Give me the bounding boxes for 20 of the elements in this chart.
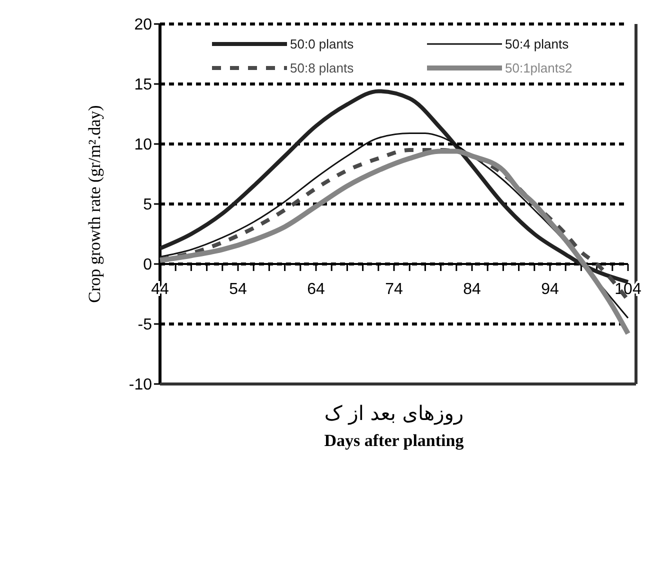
x-tick-label: 84	[463, 281, 481, 298]
text: 50:1plants2	[505, 60, 572, 76]
y-tick-label: 5	[143, 196, 152, 214]
x-tick-label: 54	[229, 281, 247, 298]
y-tick-label: -5	[138, 316, 152, 334]
y-tick-label: 10	[134, 136, 152, 154]
x-tick-label: 94	[541, 281, 559, 298]
x-tick-label: 64	[307, 281, 325, 298]
line-series	[158, 89, 630, 284]
y-tick-label: 20	[134, 16, 152, 34]
x-axis-title: Days after planting	[324, 431, 464, 450]
y-tick-label: 0	[143, 256, 152, 274]
text: روزهای بعد از ک	[324, 401, 464, 425]
text: 50:8 plants	[290, 60, 354, 76]
y-tick-label: 15	[134, 76, 152, 94]
y-axis-title: Crop growth rate (gr/m².day)	[85, 105, 104, 303]
text: 50:4 plants	[505, 36, 570, 52]
x-tick-label: 74	[385, 281, 403, 298]
y-tick-label: -10	[128, 376, 152, 394]
text: 50:0 plants	[290, 36, 354, 52]
